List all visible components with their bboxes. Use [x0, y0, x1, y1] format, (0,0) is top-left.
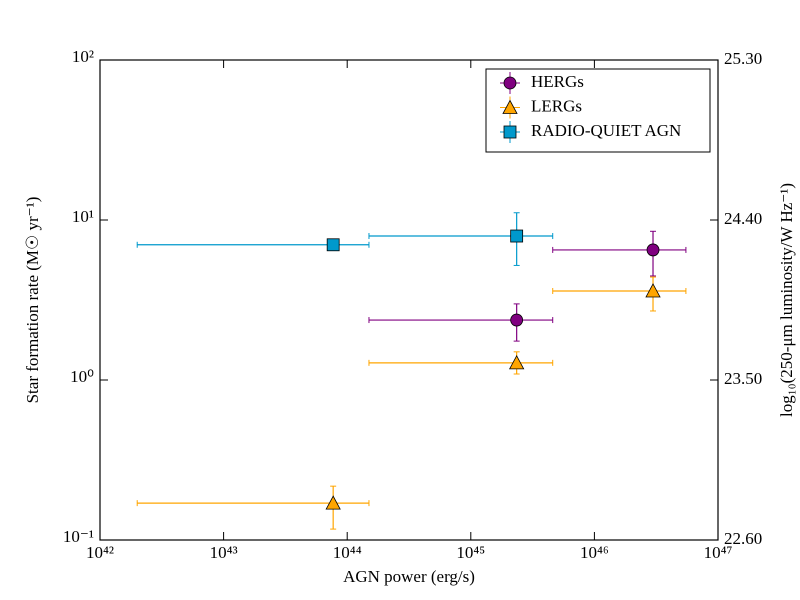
y2-tick-label: 25.30	[724, 49, 762, 68]
x-tick-label: 10⁴⁴	[333, 543, 362, 562]
y-tick-label: 10⁻¹	[63, 527, 94, 546]
legend-label: HERGs	[531, 72, 584, 91]
x-tick-label: 10⁴³	[210, 543, 238, 562]
marker	[325, 495, 341, 510]
legend-marker	[502, 99, 518, 114]
legend-marker	[503, 125, 517, 139]
marker	[510, 229, 524, 243]
x-tick-label: 10⁴⁶	[580, 543, 609, 562]
y2-tick-label: 24.40	[724, 209, 762, 228]
legend-marker	[503, 76, 517, 90]
y2-tick-label: 22.60	[724, 529, 762, 548]
marker	[510, 313, 524, 327]
legend-box	[485, 68, 711, 153]
marker	[326, 238, 340, 252]
y-tick-label: 10²	[72, 47, 94, 66]
plot-frame	[99, 59, 719, 541]
x-tick-label: 10⁴⁵	[456, 543, 485, 562]
y-tick-label: 10⁰	[70, 367, 94, 386]
legend-label: LERGs	[531, 96, 582, 115]
marker	[646, 243, 660, 257]
y-axis-label: Star formation rate (M☉ yr⁻¹)	[23, 197, 42, 404]
y-tick-label: 10¹	[72, 207, 94, 226]
x-tick-label: 10⁴⁷	[704, 543, 733, 562]
legend-label: RADIO-QUIET AGN	[531, 121, 681, 140]
marker	[508, 355, 525, 370]
x-tick-label: 10⁴²	[86, 543, 114, 562]
y2-tick-label: 23.50	[724, 369, 762, 388]
marker	[645, 283, 661, 298]
y2-axis-label: log₁₀(250-μm luminosity/W Hz⁻¹)	[777, 183, 796, 417]
x-axis-label: AGN power (erg/s)	[343, 567, 475, 586]
